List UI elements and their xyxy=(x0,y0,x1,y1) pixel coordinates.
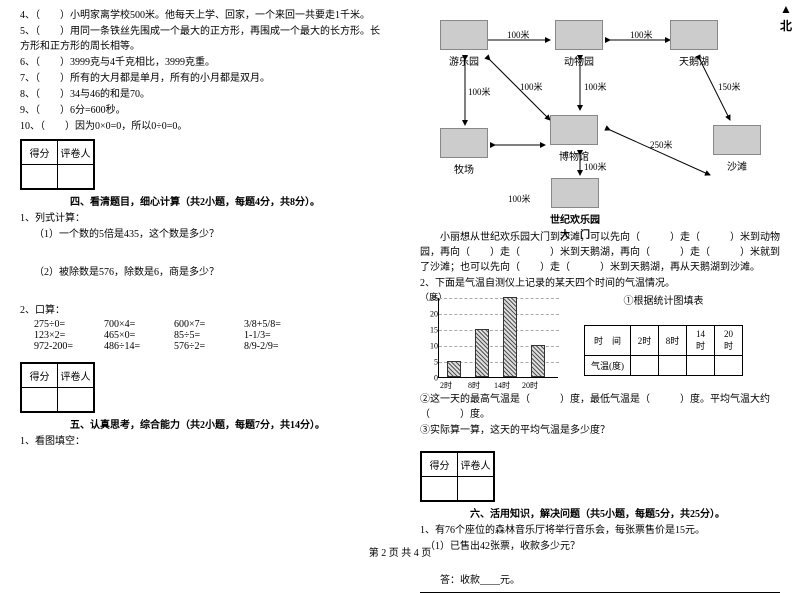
node-shatan: 沙滩 xyxy=(713,125,761,173)
node-tiane: 天鹅湖 xyxy=(670,20,718,68)
bar-2h xyxy=(447,361,461,377)
node-dongwu: 动物园 xyxy=(555,20,603,68)
chart-subtitle: ①根据统计图填表 xyxy=(584,292,743,307)
q2: 2、口算： xyxy=(20,303,380,318)
score-label: 得分 xyxy=(422,453,458,477)
q6-1: 1、有76个座位的森林音乐厅将举行音乐会，每张票售价是15元。 xyxy=(420,523,780,538)
item-4: 4、（ ）小明家离学校500米。他每天上学、回家，一个来回一共要走1千米。 xyxy=(20,8,380,23)
map-diagram: 游乐园 动物园 天鹅湖 牧场 博物馆 沙滩 世纪欢乐园 大 门 100米 100… xyxy=(420,10,780,230)
section-5-title: 五、认真思考，综合能力（共2小题，每题7分，共14分）。 xyxy=(70,418,380,433)
node-bowu: 博物馆 xyxy=(550,115,598,163)
dist-label: 100米 xyxy=(630,28,653,41)
item-10: 10、（ ）因为0×0=0，所以0÷0=0。 xyxy=(20,119,380,134)
grader-label: 评卷人 xyxy=(58,141,94,165)
item-5: 5、（ ）用同一条铁丝先围成一个最大的正方形，再围成一个最大的长方形。长方形和正… xyxy=(20,24,380,54)
item-9: 9、（ ）6分=600秒。 xyxy=(20,103,380,118)
grader-label: 评卷人 xyxy=(458,453,494,477)
score-label: 得分 xyxy=(22,141,58,165)
calc-row-1: 275÷0=700×4=600×7=3/8+5/8= xyxy=(34,319,380,330)
bar-8h xyxy=(475,329,489,377)
calc-row-2: 123×2=465×0=85÷5=1-1/3= xyxy=(34,330,380,341)
para-1: 小丽想从世纪欢乐园大门到沙滩，可以先向（ ）走（ ）米到动物园，再向（ ）走（ … xyxy=(420,230,780,275)
answer-line: 答：收款____元。 xyxy=(440,573,780,588)
score-box-5: 得分评卷人 xyxy=(20,362,95,413)
dist-label: 100米 xyxy=(584,80,607,93)
north-indicator: ▲北 xyxy=(780,2,792,34)
dist-label: 100米 xyxy=(584,160,607,173)
score-label: 得分 xyxy=(22,364,58,388)
node-youle: 游乐园 xyxy=(440,20,488,68)
section-4-title: 四、看清题目，细心计算（共2小题，每题4分，共8分）。 xyxy=(70,195,380,210)
dist-label: 150米 xyxy=(718,80,741,93)
node-muchang: 牧场 xyxy=(440,128,488,176)
bar-14h xyxy=(503,297,517,377)
item-7: 7、（ ）所有的大月都是单月，所有的小月都是双月。 xyxy=(20,71,380,86)
bar-20h xyxy=(531,345,545,377)
score-box-6: 得分评卷人 xyxy=(420,451,495,502)
calc-row-3: 972-200=486÷14=576÷2=8/9-2/9= xyxy=(34,341,380,352)
dist-label: 250米 xyxy=(650,138,673,151)
node-gate: 世纪欢乐园 大 门 xyxy=(550,178,600,241)
dist-label: 100米 xyxy=(507,28,530,41)
q1a: （1）一个数的5倍是435，这个数是多少？ xyxy=(34,227,380,242)
item-8: 8、（ ）34与46的和是70。 xyxy=(20,87,380,102)
section-6-title: 六、活用知识，解决问题（共5小题，每题5分，共25分）。 xyxy=(470,507,780,522)
page-footer: 第 2 页 共 4 页 xyxy=(0,544,800,559)
q1b: （2）被除数是576，除数是6，商是多少？ xyxy=(34,265,380,280)
q2-right: 2、下面是气温自测仪上记录的某天四个时间的气温情况。 xyxy=(420,276,780,291)
dist-label: 100米 xyxy=(508,192,531,205)
temp-table: 时 间2时8时14时20时 气温(度) xyxy=(584,325,743,376)
dist-label: 100米 xyxy=(520,80,543,93)
line-2: ②这一天的最高气温是（ ）度，最低气温是（ ）度。平均气温大约（ ）度。 xyxy=(420,392,780,422)
dist-label: 100米 xyxy=(468,85,491,98)
q5-1: 1、看图填空： xyxy=(20,434,380,449)
chart-table-block: ①根据统计图填表 时 间2时8时14时20时 气温(度) xyxy=(584,292,743,376)
temp-chart: （度） 25 20 15 10 5 0 2时 xyxy=(420,292,570,392)
score-box-4: 得分评卷人 xyxy=(20,139,95,190)
line-3: ③实际算一算，这天的平均气温是多少度？ xyxy=(420,423,780,438)
q1: 1、列式计算： xyxy=(20,211,380,226)
grader-label: 评卷人 xyxy=(58,364,94,388)
item-6: 6、（ ）3999克与4千克相比，3999克重。 xyxy=(20,55,380,70)
